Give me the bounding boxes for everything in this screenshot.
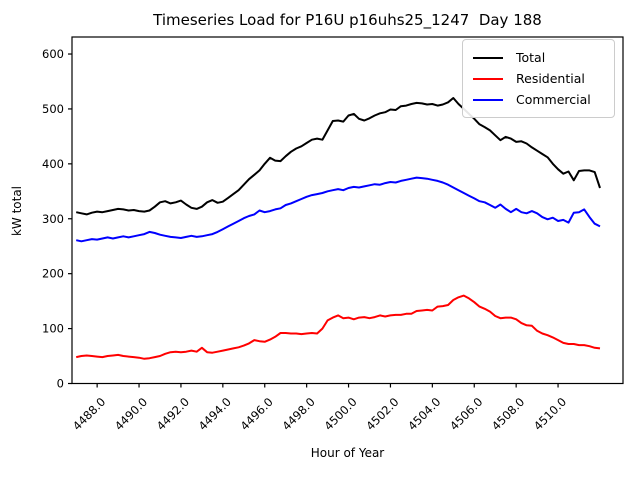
- commercial-line-swatch: [473, 98, 503, 101]
- x-tick-label: 4502.0: [363, 395, 401, 433]
- y-tick-label: 400: [42, 157, 64, 171]
- x-axis-label: Hour of Year: [310, 446, 385, 460]
- y-tick-label: 100: [42, 322, 64, 336]
- x-tick-label: 4498.0: [279, 395, 317, 433]
- y-tick-label: 500: [42, 102, 64, 116]
- residential-line-swatch: [473, 77, 503, 80]
- x-tick-label: 4504.0: [405, 395, 443, 433]
- x-tick-label: 4492.0: [154, 395, 192, 433]
- legend-label-commercial: Commercial: [516, 92, 591, 107]
- y-tick-label: 200: [42, 267, 64, 281]
- y-axis-label: kW total: [10, 185, 24, 237]
- x-tick-label: 4508.0: [489, 395, 527, 433]
- legend: Total Residential Commercial: [462, 39, 615, 118]
- series-line-total: [75, 97, 601, 216]
- legend-label-total: Total: [516, 50, 546, 65]
- x-tick-label: 4510.0: [531, 395, 569, 433]
- series-line-commercial: [75, 176, 601, 243]
- y-tick-label: 600: [42, 47, 64, 61]
- legend-entry-residential: Residential: [473, 68, 604, 89]
- x-tick-label: 4500.0: [321, 395, 359, 433]
- x-tick-label: 4506.0: [447, 395, 485, 433]
- total-line-swatch: [473, 56, 503, 59]
- x-tick-label: 4496.0: [238, 395, 276, 433]
- legend-entry-total: Total: [473, 47, 604, 68]
- x-tick-label: 4490.0: [112, 395, 150, 433]
- chart-title: Timeseries Load for P16U p16uhs25_1247 D…: [153, 11, 542, 29]
- legend-label-residential: Residential: [516, 71, 585, 86]
- x-tick-label: 4494.0: [196, 395, 234, 433]
- y-tick-label: 0: [57, 377, 64, 391]
- x-tick-label: 4488.0: [70, 395, 108, 433]
- y-tick-label: 300: [42, 212, 64, 226]
- axes-box: [71, 36, 624, 385]
- legend-entry-commercial: Commercial: [473, 89, 604, 110]
- series-line-residential: [75, 294, 601, 360]
